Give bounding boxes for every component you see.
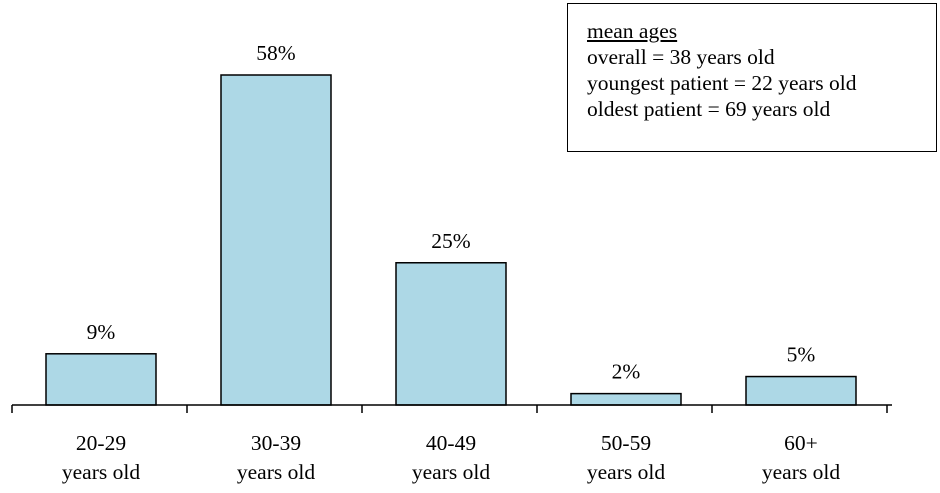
mean-age-overall: overall = 38 years old <box>587 45 775 69</box>
mean-ages-title: mean ages <box>587 19 678 43</box>
mean-ages-annotation-box: mean ages overall = 38 years old younges… <box>567 3 937 152</box>
x-axis-ticks <box>11 405 888 413</box>
x-tick-label: 40-49 <box>426 431 476 455</box>
bar <box>220 74 332 406</box>
bar <box>395 262 507 406</box>
data-label: 9% <box>87 320 116 344</box>
data-label: 58% <box>256 41 296 65</box>
x-tick-label: years old <box>412 460 490 484</box>
bar <box>570 392 682 406</box>
x-tick-label: years old <box>587 460 665 484</box>
youngest-patient-age: youngest patient = 22 years old <box>587 71 857 95</box>
x-tick-label: 50-59 <box>601 431 651 455</box>
x-tick-label: years old <box>62 460 140 484</box>
bar <box>745 375 857 406</box>
data-label: 25% <box>431 229 471 253</box>
x-tick-label: years old <box>237 460 315 484</box>
data-label: 2% <box>612 360 641 384</box>
data-label: 5% <box>787 343 816 367</box>
x-tick-label: years old <box>762 460 840 484</box>
x-tick-label: 20-29 <box>76 431 126 455</box>
x-tick-label: 60+ <box>784 431 818 455</box>
x-axis-tick-labels: 20-29 years old 30-39 years old 40-49 years o… <box>62 431 840 484</box>
oldest-patient-age: oldest patient = 69 years old <box>587 97 831 121</box>
data-labels: 9% 58% 25% 2% 5% <box>87 41 816 384</box>
bar <box>45 353 157 406</box>
x-tick-label: 30-39 <box>251 431 301 455</box>
bars <box>45 74 857 406</box>
